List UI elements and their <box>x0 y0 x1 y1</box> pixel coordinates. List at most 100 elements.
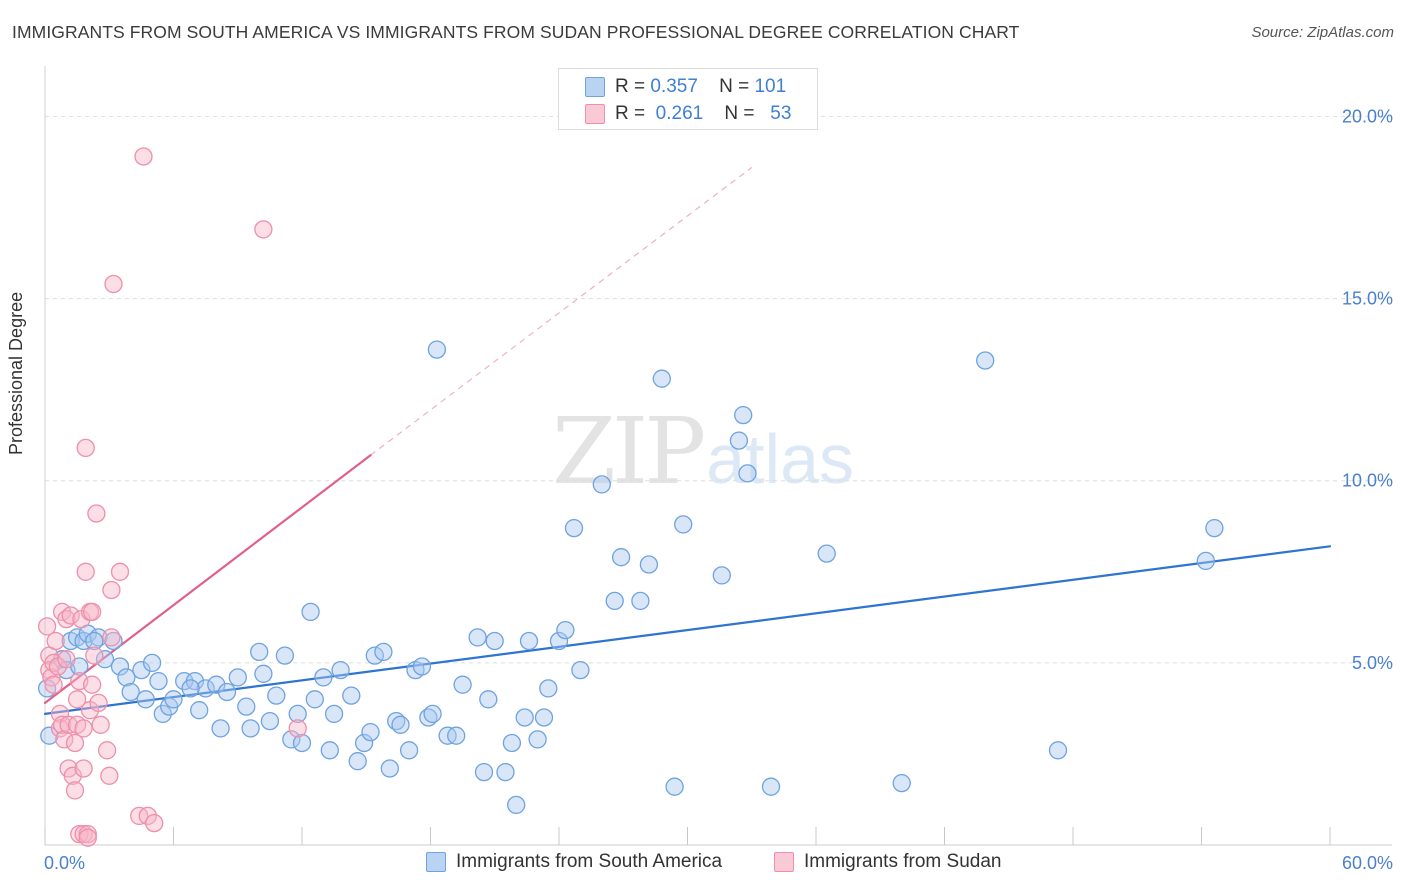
y-tick-label: 15.0% <box>1342 289 1393 309</box>
legend-row-south-america: R = 0.357 N = 101 <box>559 74 786 100</box>
south-america-point <box>976 351 995 370</box>
legend-row-sudan: R = 0.261 N = 53 <box>559 101 791 127</box>
south-america-point <box>496 762 515 782</box>
south-america-point <box>288 704 307 724</box>
legend-swatch-sudan <box>585 104 605 124</box>
south-america-point <box>314 668 333 687</box>
south-america-point <box>361 722 380 742</box>
sudan-point <box>63 766 82 785</box>
south-america-point <box>331 660 350 680</box>
south-america-point <box>196 679 215 698</box>
south-america-point <box>485 631 504 651</box>
south-america-point <box>305 690 324 709</box>
south-america-point <box>260 711 280 731</box>
south-america-point <box>674 515 693 534</box>
south-america-point <box>95 650 115 669</box>
axes <box>44 66 1392 846</box>
south-america-point <box>605 591 624 611</box>
south-america-point <box>132 660 151 680</box>
south-america-point <box>652 369 671 388</box>
south-america-point <box>571 660 590 680</box>
legend-swatch-south-america <box>426 852 446 872</box>
south-america-point <box>447 726 466 745</box>
south-america-trend-line <box>43 545 1332 715</box>
south-america-point <box>534 708 554 727</box>
south-america-point <box>342 686 361 705</box>
sudan-point <box>254 220 273 239</box>
south-america-point <box>399 741 419 760</box>
south-america-point <box>1048 741 1068 760</box>
south-america-point <box>528 730 547 749</box>
sudan-trend-extension <box>370 166 753 456</box>
south-america-point <box>507 795 526 815</box>
south-america-point <box>639 555 659 574</box>
sudan-point <box>288 719 307 738</box>
legend-r-label: R = <box>615 103 646 124</box>
legend-label-sudan: Immigrants from Sudan <box>804 851 1002 872</box>
legend-n-value: 101 <box>754 76 787 97</box>
south-america-point <box>175 671 194 691</box>
south-america-point <box>817 544 836 563</box>
sudan-point <box>82 675 102 694</box>
legend-n-label: N = <box>724 103 755 124</box>
sudan-point <box>52 715 72 734</box>
south-america-point <box>738 464 757 483</box>
south-america-point <box>275 646 295 665</box>
sudan-point <box>65 781 85 800</box>
watermark-atlas: atlas <box>706 420 855 498</box>
sudan-point <box>65 733 85 753</box>
south-america-point <box>254 664 273 683</box>
south-america-point <box>427 340 447 359</box>
south-america-point <box>1196 551 1215 571</box>
south-america-point <box>217 682 237 702</box>
sudan-point <box>57 650 76 669</box>
south-america-point <box>354 733 374 753</box>
sudan-point <box>44 675 63 694</box>
legend-item-sudan[interactable]: Immigrants from Sudan <box>774 851 1001 873</box>
x-tick-label: 0.0% <box>44 853 85 873</box>
y-tick-label: 20.0% <box>1342 106 1393 126</box>
south-america-point <box>121 682 140 702</box>
south-america-point <box>164 690 183 709</box>
y-tick-labels: 5.0% 10.0% 15.0% 20.0% <box>1342 106 1393 672</box>
sudan-point <box>91 715 110 734</box>
series-legend: Immigrants from South America Immigrants… <box>0 851 1406 879</box>
south-america-point <box>712 566 731 585</box>
series-sudan <box>37 147 307 847</box>
south-america-point <box>250 642 269 662</box>
south-america-point <box>320 741 339 760</box>
legend-r-label: R = <box>615 76 646 97</box>
south-america-point <box>412 657 432 676</box>
south-america-point <box>1205 518 1224 538</box>
sudan-point <box>74 759 93 778</box>
sudan-point <box>55 730 74 749</box>
y-tick-label: 5.0% <box>1352 653 1393 673</box>
south-america-point <box>207 675 226 694</box>
correlation-legend: R = 0.357 N = 101 R = 0.261 N = 53 <box>558 68 818 130</box>
south-america-point <box>892 773 911 793</box>
legend-r-value: 0.261 <box>655 103 704 124</box>
legend-item-south-america[interactable]: Immigrants from South America <box>426 851 722 873</box>
south-america-point <box>301 602 320 622</box>
y-axis-label: Professional Degree <box>6 291 26 455</box>
x-tick-label: 60.0% <box>1342 853 1393 873</box>
south-america-point <box>474 762 494 782</box>
south-america-point <box>391 715 410 734</box>
south-america-point <box>190 701 209 720</box>
sudan-point <box>76 438 95 458</box>
legend-swatch-sudan <box>774 852 794 872</box>
south-america-point <box>374 642 393 662</box>
sudan-point <box>42 668 61 687</box>
chart-title: IMMIGRANTS FROM SOUTH AMERICA VS IMMIGRA… <box>12 22 1020 42</box>
source-credit: Source: ZipAtlas.com <box>1251 24 1394 41</box>
sudan-point <box>78 828 97 847</box>
legend-n-value: 53 <box>770 103 792 124</box>
south-america-point <box>549 631 569 651</box>
south-america-point <box>453 675 472 694</box>
x-tick-labels: 0.0% 60.0% <box>44 853 1393 873</box>
south-america-point <box>502 733 522 753</box>
south-america-point <box>539 679 558 698</box>
south-america-point <box>149 671 168 691</box>
south-america-point <box>324 704 344 724</box>
zipatlas-watermark: ZIPatlas <box>552 398 854 505</box>
